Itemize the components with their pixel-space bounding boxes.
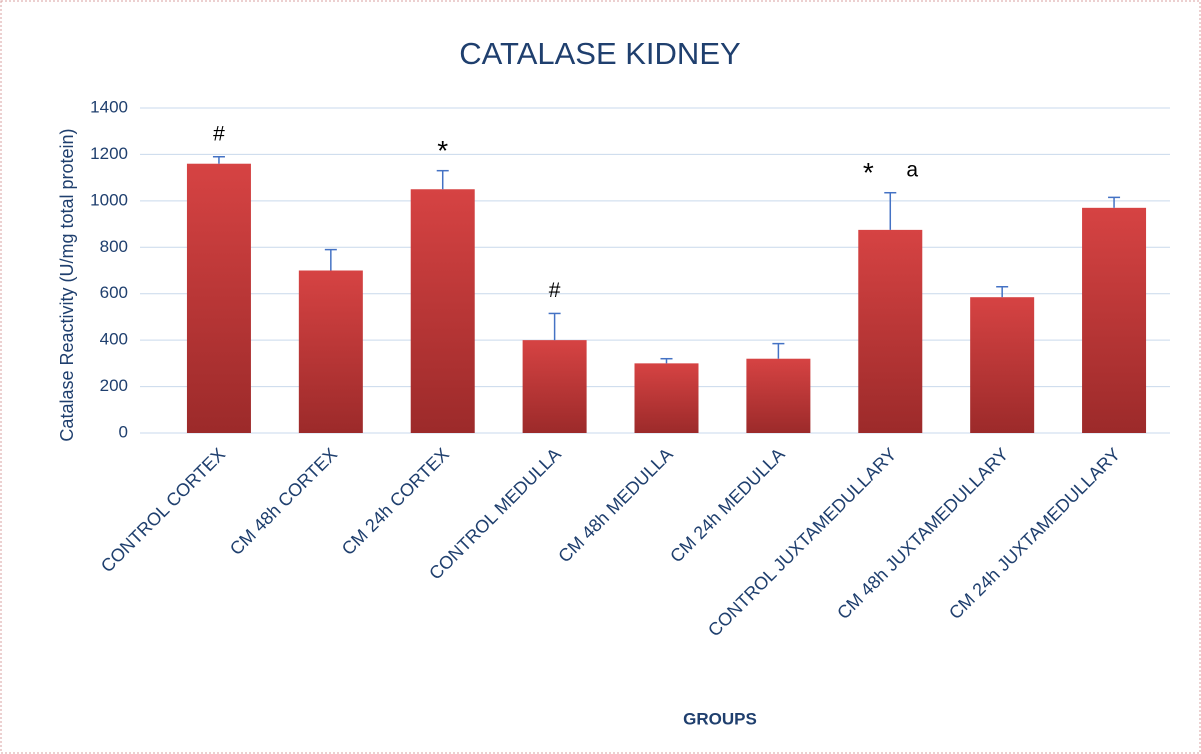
bar [1082, 207, 1147, 433]
bar [970, 297, 1035, 433]
x-tick-label: CM 48h MEDULLA [554, 444, 676, 566]
x-tick-label: CM 24h CORTEX [338, 444, 453, 559]
y-tick-label: 0 [119, 422, 128, 441]
x-tick-label: CONTROL CORTEX [97, 444, 229, 576]
annotation: # [213, 122, 225, 145]
y-tick-label: 200 [100, 376, 128, 395]
annotation: * [437, 135, 448, 166]
chart-title: CATALASE KIDNEY [459, 36, 740, 71]
y-tick-label: 400 [100, 330, 128, 349]
annotation: * [863, 157, 874, 188]
x-tick-label: CM 48h CORTEX [226, 444, 341, 559]
bar [746, 358, 811, 433]
y-axis-label: Catalase Reactivity (U/mg total protein) [57, 128, 77, 441]
y-tick-label: 800 [100, 237, 128, 256]
y-tick-label: 600 [100, 283, 128, 302]
bar [522, 340, 587, 433]
x-tick-label: CONTROL JUXTAMEDULLARY [704, 444, 900, 640]
x-tick-label: CM 24h MEDULLA [666, 444, 788, 566]
bar [410, 189, 475, 433]
bar [298, 270, 363, 433]
annotation: a [906, 158, 918, 181]
y-tick-label: 1400 [90, 97, 128, 116]
annotation: # [549, 279, 561, 302]
y-tick-label: 1000 [90, 190, 128, 209]
bar [634, 363, 699, 433]
x-tick-label: CONTROL MEDULLA [425, 444, 565, 584]
y-tick-label: 1200 [90, 144, 128, 163]
x-axis-label: GROUPS [683, 709, 757, 728]
bar [186, 163, 251, 433]
bar [858, 229, 923, 433]
